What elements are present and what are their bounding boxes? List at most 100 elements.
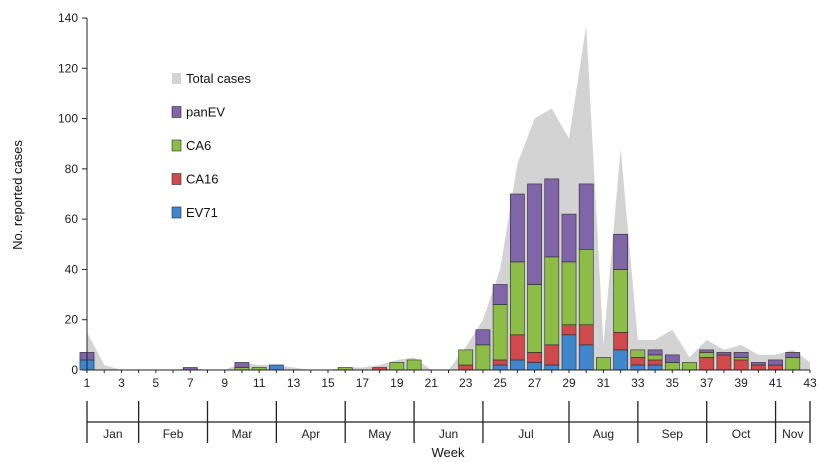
bar-panev-week-39 <box>733 352 749 358</box>
legend-swatch-ca16 <box>171 173 182 185</box>
x-tick-label-31: 31 <box>597 376 611 390</box>
x-tick-label-1: 1 <box>84 376 91 390</box>
bar-ev71-week-30 <box>578 344 594 371</box>
bar-ca6-week-36 <box>682 362 697 371</box>
legend-label-ca6: CA6 <box>186 138 211 153</box>
y-tick-label-20: 20 <box>65 313 79 327</box>
total-cases-area <box>87 25 810 371</box>
x-tick-label-33: 33 <box>631 376 645 390</box>
bar-ca6-week-25 <box>492 304 508 361</box>
bar-panev-week-40 <box>750 362 766 366</box>
x-tick-label-17: 17 <box>356 376 370 390</box>
legend-label-total-cases: Total cases <box>186 71 252 86</box>
x-tick-label-3: 3 <box>118 376 125 390</box>
bar-ca6-week-37 <box>699 352 715 358</box>
x-tick-label-39: 39 <box>734 376 748 390</box>
month-label-jun: Jun <box>439 427 458 441</box>
bar-ca16-week-25 <box>492 359 508 366</box>
month-label-mar: Mar <box>232 427 253 441</box>
bar-ca6-week-27 <box>527 284 542 353</box>
bar-ca6-week-32 <box>613 269 629 333</box>
x-tick-label-25: 25 <box>493 376 507 390</box>
x-axis-title: Week <box>432 445 465 460</box>
legend-swatch-total-cases <box>172 73 181 84</box>
bar-ca16-week-41 <box>768 364 783 371</box>
bar-panev-week-30 <box>578 183 594 250</box>
x-tick-label-27: 27 <box>528 376 542 390</box>
bar-ca6-week-23 <box>458 349 474 366</box>
bar-ca6-week-39 <box>733 357 749 361</box>
bar-ca6-week-19 <box>389 362 405 371</box>
bar-ca16-week-34 <box>647 359 663 366</box>
x-tick-label-29: 29 <box>562 376 576 390</box>
bar-ca16-week-39 <box>733 359 749 371</box>
month-label-jul: Jul <box>518 427 533 441</box>
bar-ev71-week-33 <box>630 364 646 371</box>
y-tick-label-60: 60 <box>65 212 79 226</box>
bar-panev-week-35 <box>664 354 680 363</box>
y-tick-label-0: 0 <box>71 363 78 377</box>
x-tick-label-21: 21 <box>425 376 439 390</box>
bar-panev-week-27 <box>527 183 542 285</box>
legend: Total cases panEV CA6 CA16 EV71 <box>171 71 252 220</box>
bar-ca16-week-30 <box>578 324 594 346</box>
month-label-jan: Jan <box>103 427 122 441</box>
bar-ev71-week-27 <box>527 362 542 371</box>
bar-ca6-week-30 <box>578 249 594 326</box>
bar-ca16-week-27 <box>527 352 542 363</box>
bar-ca16-week-32 <box>613 331 629 351</box>
x-tick-label-15: 15 <box>321 376 335 390</box>
x-tick-label-43: 43 <box>803 376 817 390</box>
y-tick-label-120: 120 <box>58 61 78 75</box>
y-tick-label-40: 40 <box>65 262 79 276</box>
month-label-may: May <box>368 427 391 441</box>
bar-ca6-week-31 <box>596 357 611 371</box>
legend-label-panev: panEV <box>186 105 225 120</box>
bar-ca16-week-23 <box>458 364 474 371</box>
bar-panev-week-32 <box>613 233 629 270</box>
x-tick-label-23: 23 <box>459 376 473 390</box>
bar-panev-week-29 <box>561 213 577 263</box>
bar-panev-week-34 <box>647 349 663 356</box>
bar-ev71-week-29 <box>561 334 577 371</box>
x-tick-label-35: 35 <box>666 376 680 390</box>
total-cases-area-layer <box>87 25 810 371</box>
x-tick-label-19: 19 <box>390 376 404 390</box>
x-tick-label-9: 9 <box>221 376 228 390</box>
bar-panev-week-37 <box>699 349 715 353</box>
bar-ca6-week-26 <box>509 261 525 336</box>
bar-ca16-week-26 <box>509 334 525 361</box>
bar-ev71-week-34 <box>647 364 663 371</box>
bar-ca16-week-38 <box>716 354 732 371</box>
month-label-sep: Sep <box>662 427 684 441</box>
bar-panev-week-42 <box>785 352 801 358</box>
legend-label-ev71: EV71 <box>186 205 218 220</box>
bar-ca6-week-20 <box>406 359 422 371</box>
bar-ca6-week-29 <box>561 261 577 326</box>
x-tick-label-7: 7 <box>187 376 194 390</box>
month-label-oct: Oct <box>732 427 751 441</box>
bar-panev-week-28 <box>544 178 560 258</box>
x-tick-label-41: 41 <box>769 376 783 390</box>
y-tick-label-140: 140 <box>58 11 78 25</box>
bar-ca6-week-24 <box>475 344 491 371</box>
bar-ca16-week-40 <box>750 364 766 371</box>
bar-ev71-week-26 <box>509 359 525 371</box>
month-label-apr: Apr <box>301 427 320 441</box>
y-tick-label-80: 80 <box>65 162 79 176</box>
bar-ev71-week-25 <box>492 364 508 371</box>
bar-ca6-week-28 <box>544 256 560 346</box>
bar-panev-week-41 <box>768 359 783 366</box>
bar-ca16-week-29 <box>561 324 577 336</box>
legend-swatch-ev71 <box>171 206 182 219</box>
bar-ca16-week-33 <box>630 357 646 366</box>
bar-ca6-week-34 <box>647 354 663 361</box>
y-tick-label-100: 100 <box>58 112 78 126</box>
x-tick-label-37: 37 <box>700 376 714 390</box>
bar-panev-week-38 <box>716 352 732 356</box>
x-tick-label-11: 11 <box>253 376 266 390</box>
legend-label-ca16: CA16 <box>186 172 219 187</box>
month-label-nov: Nov <box>782 427 803 441</box>
bar-ev71-week-12 <box>268 364 284 371</box>
